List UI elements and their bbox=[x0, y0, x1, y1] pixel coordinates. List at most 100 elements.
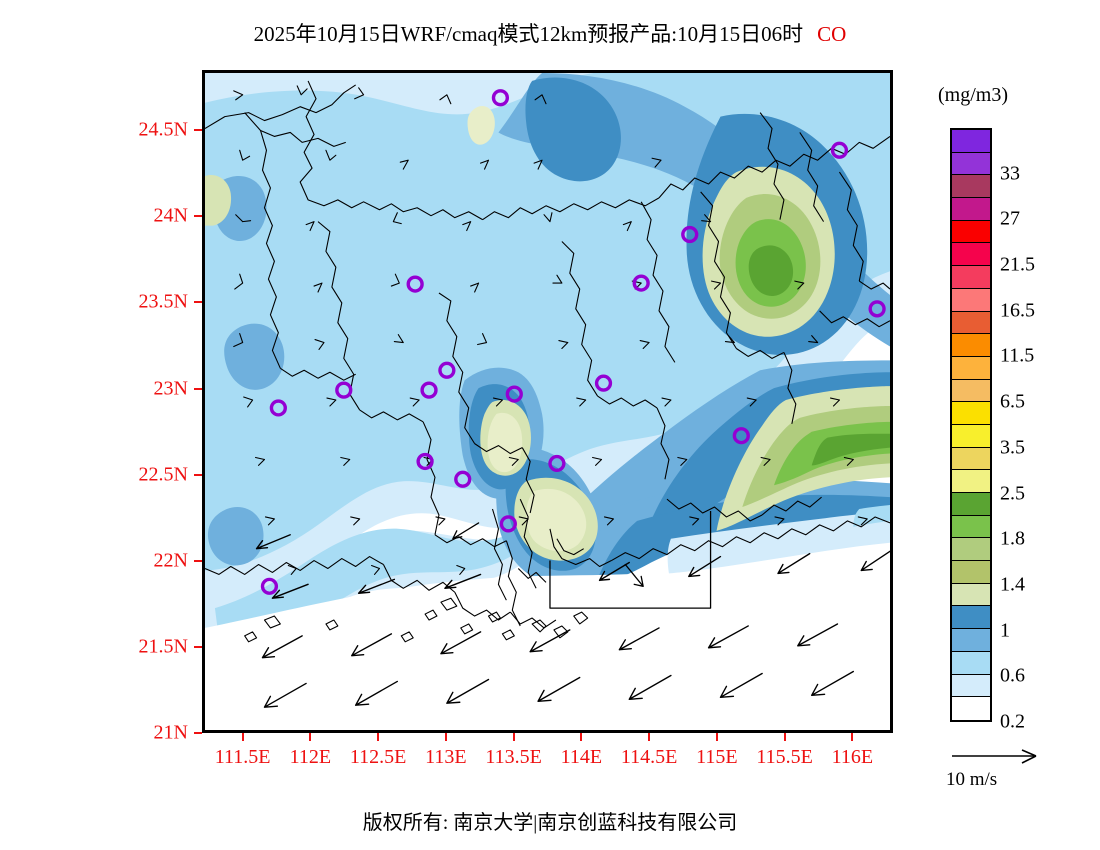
city-marker[interactable] bbox=[868, 300, 886, 318]
y-axis-tick-label: 24N bbox=[153, 204, 188, 227]
colorbar-tick-label: 1.4 bbox=[1000, 573, 1025, 596]
colorbar-band bbox=[952, 561, 990, 584]
city-marker[interactable] bbox=[406, 275, 424, 293]
x-axis-tick bbox=[580, 733, 583, 741]
x-axis-tick bbox=[783, 733, 786, 741]
y-axis-tick bbox=[194, 387, 202, 390]
x-axis-tick-label: 111.5E bbox=[214, 746, 271, 768]
colorbar-tick-label: 0.6 bbox=[1000, 664, 1025, 687]
y-axis-tick-label: 21N bbox=[153, 721, 188, 744]
city-marker[interactable] bbox=[438, 361, 456, 379]
x-axis-tick bbox=[851, 733, 854, 741]
colorbar-band bbox=[952, 334, 990, 357]
city-marker[interactable] bbox=[454, 470, 472, 488]
colorbar-tick-label: 2.5 bbox=[1000, 482, 1025, 505]
y-axis-tick bbox=[194, 732, 202, 734]
colorbar-band bbox=[952, 175, 990, 199]
y-axis-tick-label: 22.5N bbox=[138, 463, 188, 486]
colorbar-band bbox=[952, 220, 990, 244]
wind-vectors bbox=[233, 85, 890, 708]
city-marker[interactable] bbox=[269, 399, 287, 417]
page-title: 2025年10月15日WRF/cmaq模式12km预报产品:10月15日06时 C… bbox=[0, 18, 1100, 48]
colorbar-band bbox=[952, 288, 990, 312]
concentration-core-guangzhou bbox=[480, 400, 531, 476]
colorbar-tick-label: 0.2 bbox=[1000, 710, 1025, 733]
colorbar-band bbox=[952, 651, 990, 675]
colorbar-band bbox=[952, 402, 990, 425]
wind-scale-legend: 10 m/s bbox=[940, 748, 1090, 791]
colorbar-band bbox=[952, 674, 990, 698]
city-marker[interactable] bbox=[335, 381, 353, 399]
x-axis-tick bbox=[715, 733, 718, 741]
colorbar-tick-label: 3.5 bbox=[1000, 436, 1025, 459]
x-axis-tick-label: 113.5E bbox=[485, 746, 542, 768]
ocean-area bbox=[205, 542, 890, 730]
colorbar-band bbox=[952, 629, 990, 652]
ocean-coastal-band bbox=[667, 511, 890, 574]
colorbar-tick-label: 6.5 bbox=[1000, 390, 1025, 413]
colorbar-band bbox=[952, 311, 990, 335]
title-main-text: 2025年10月15日WRF/cmaq模式12km预报产品:10月15日06时 bbox=[253, 22, 804, 46]
colorbar-band bbox=[952, 538, 990, 562]
x-axis-tick-label: 115E bbox=[696, 746, 738, 768]
colorbar-band bbox=[952, 356, 990, 380]
colorbar-tick-label: 21.5 bbox=[1000, 253, 1035, 276]
colorbar-band bbox=[952, 130, 990, 153]
concentration-core-eastcoast bbox=[716, 386, 890, 531]
colorbar-band bbox=[952, 379, 990, 403]
city-markers[interactable] bbox=[260, 89, 886, 595]
city-marker[interactable] bbox=[594, 374, 613, 392]
x-axis-tick bbox=[512, 733, 515, 741]
x-axis-tick-label: 112.5E bbox=[349, 746, 407, 768]
map-canvas bbox=[205, 73, 890, 730]
y-axis-tick bbox=[194, 129, 202, 132]
city-marker[interactable] bbox=[548, 454, 566, 473]
colorbar-tick-label: 16.5 bbox=[1000, 299, 1035, 322]
x-axis-tick bbox=[444, 733, 447, 741]
y-axis-tick-label: 24.5N bbox=[138, 118, 188, 141]
city-marker[interactable] bbox=[420, 381, 438, 399]
colorbar-band bbox=[952, 243, 990, 267]
colorbar-tick-label: 27 bbox=[1000, 207, 1020, 230]
x-axis-tick-label: 113E bbox=[425, 746, 467, 768]
colorbar[interactable] bbox=[950, 128, 992, 722]
y-axis-tick-label: 22N bbox=[153, 549, 188, 572]
city-marker[interactable] bbox=[681, 225, 699, 244]
x-axis-tick-label: 116E bbox=[831, 746, 874, 768]
city-marker[interactable] bbox=[260, 577, 279, 595]
city-marker[interactable] bbox=[505, 385, 523, 403]
concentration-core-north bbox=[467, 105, 495, 145]
ocean-coastal-band-2 bbox=[853, 505, 890, 527]
colorbar-tick-label: 33 bbox=[1000, 162, 1020, 185]
x-axis-tick-label: 115.5E bbox=[756, 746, 813, 768]
x-axis-tick-label: 114.5E bbox=[620, 746, 678, 768]
y-axis-tick bbox=[194, 215, 202, 218]
colorbar-band bbox=[952, 198, 990, 221]
arrow-right-icon bbox=[952, 749, 1037, 764]
colorbar-tick-label: 1.8 bbox=[1000, 527, 1025, 550]
title-species-text: CO bbox=[817, 22, 847, 46]
colorbar-band bbox=[952, 583, 990, 607]
colorbar-units-label: (mg/m3) bbox=[938, 84, 1008, 106]
concentration-core-westedge bbox=[205, 175, 232, 226]
colorbar-band bbox=[952, 470, 990, 493]
x-axis-tick bbox=[377, 733, 380, 741]
colorbar-tick-label: 11.5 bbox=[1000, 344, 1035, 367]
colorbar-band bbox=[952, 606, 990, 630]
x-axis-tick-label: 112E bbox=[289, 746, 332, 768]
y-axis-tick-label: 23N bbox=[153, 377, 188, 400]
city-marker[interactable] bbox=[491, 89, 510, 107]
forecast-map[interactable] bbox=[202, 70, 893, 733]
city-marker[interactable] bbox=[732, 427, 750, 445]
x-axis-tick bbox=[309, 733, 312, 741]
colorbar-band bbox=[952, 493, 990, 516]
y-axis-tick bbox=[194, 645, 202, 648]
city-marker[interactable] bbox=[830, 141, 849, 159]
x-axis-tick bbox=[648, 733, 651, 741]
city-marker[interactable] bbox=[499, 515, 517, 533]
y-axis-tick-label: 23.5N bbox=[138, 290, 188, 313]
colorbar-band bbox=[952, 447, 990, 471]
city-marker[interactable] bbox=[632, 274, 650, 292]
city-marker[interactable] bbox=[416, 452, 434, 471]
administrative-boundaries bbox=[205, 80, 890, 643]
